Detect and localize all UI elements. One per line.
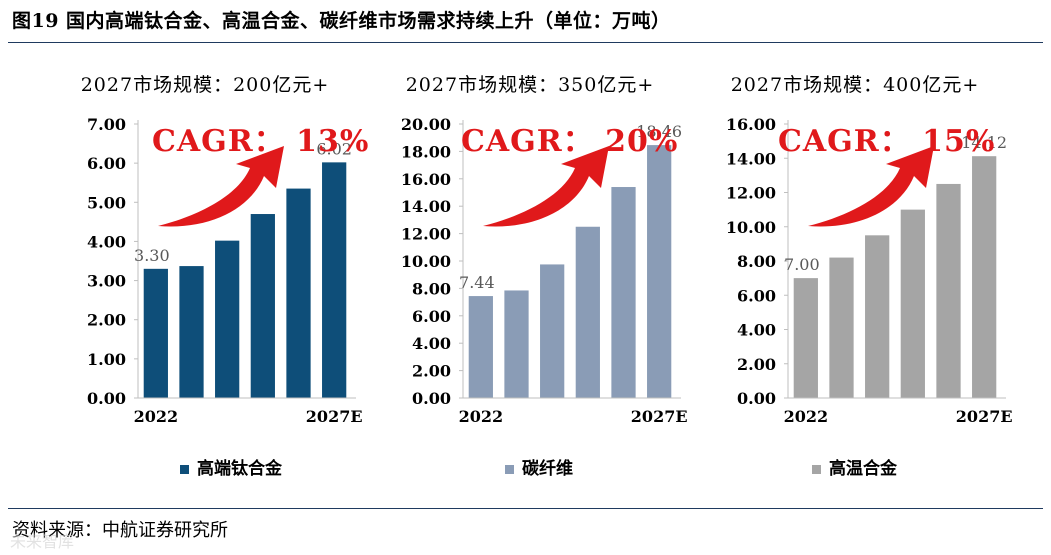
bar	[286, 188, 311, 398]
bar	[575, 226, 600, 398]
legend-label: 高端钛合金	[197, 459, 282, 479]
growth-arrow-icon	[808, 146, 934, 227]
y-tick-label: 14.00	[401, 197, 451, 216]
y-tick-label: 16.00	[401, 170, 451, 189]
y-tick-label: 18.00	[401, 142, 451, 161]
bar	[504, 290, 529, 398]
bar	[468, 296, 493, 398]
data-label: 3.30	[134, 246, 170, 265]
x-tick-label: 2027E	[306, 407, 363, 426]
y-tick-label: 2.00	[737, 355, 776, 374]
y-tick-label: 0.00	[412, 389, 451, 408]
y-tick-label: 3.00	[87, 272, 126, 291]
bar	[829, 257, 854, 398]
x-tick-label: 2022	[459, 407, 504, 426]
growth-arrow-icon	[158, 146, 284, 227]
y-tick-label: 6.00	[737, 286, 776, 305]
legend-label: 高温合金	[829, 459, 897, 479]
source-note: 资料来源：中航证券研究所	[12, 520, 228, 541]
y-tick-label: 12.00	[726, 184, 776, 203]
y-tick-label: 6.00	[412, 307, 451, 326]
bar-plot: 0.00 1.00 2.00 3.00 4.00 5.00 6.00 7.00 3.30 2022…	[87, 115, 363, 426]
chart-subtitle: 2027市场规模：200亿元+	[80, 74, 330, 96]
y-tick-label: 2.00	[87, 311, 126, 330]
bar	[793, 278, 818, 398]
cagr-label: CAGR： 13%	[152, 124, 370, 159]
y-tick-label: 10.00	[401, 252, 451, 271]
bar	[936, 183, 961, 398]
x-tick-label: 2027E	[631, 407, 688, 426]
data-label: 7.44	[459, 273, 495, 292]
bar	[250, 214, 275, 398]
legend-swatch	[505, 464, 514, 474]
y-tick-label: 8.00	[412, 279, 451, 298]
chart-subtitle: 2027市场规模：350亿元+	[405, 74, 655, 96]
y-tick-label: 5.00	[87, 193, 126, 212]
y-tick-label: 0.00	[737, 389, 776, 408]
x-tick-label: 2022	[784, 407, 829, 426]
bar	[143, 268, 168, 398]
legend: 高端钛合金	[180, 454, 282, 479]
y-tick-label: 4.00	[412, 334, 451, 353]
legend: 高温合金	[812, 454, 897, 479]
y-tick-label: 4.00	[737, 321, 776, 340]
bar	[322, 162, 347, 398]
legend: 碳纤维	[505, 454, 573, 479]
growth-arrow-icon	[483, 146, 609, 227]
legend-swatch	[812, 464, 821, 474]
bar	[540, 264, 565, 398]
x-tick-label: 2027E	[956, 407, 1013, 426]
y-tick-label: 14.00	[726, 149, 776, 168]
y-tick-label: 7.00	[87, 115, 126, 134]
bar-plot: 0.00 2.00 4.00 6.00 8.00 10.00 12.00 14.00 16.00…	[401, 115, 688, 426]
y-tick-label: 1.00	[87, 350, 126, 369]
figure-title: 图19 国内高端钛合金、高温合金、碳纤维市场需求持续上升（单位：万吨）	[12, 10, 671, 32]
cagr-label: CAGR： 20%	[461, 124, 679, 159]
chart-carbon-fiber: 2027市场规模：350亿元+ 0.00 2.00 4.00 6.00 8.00 10.0…	[365, 48, 695, 498]
top-rule	[8, 42, 1043, 43]
bar	[972, 156, 997, 398]
bar	[900, 209, 925, 398]
y-tick-label: 20.00	[401, 115, 451, 134]
legend-label: 碳纤维	[522, 459, 573, 479]
chart-titanium: 2027市场规模：200亿元+ 0.00 1.00 2.00 3.00 4.00 5.00…	[40, 48, 370, 498]
chart-subtitle: 2027市场规模：400亿元+	[730, 74, 980, 96]
bar	[647, 145, 672, 398]
y-tick-label: 0.00	[87, 389, 126, 408]
y-tick-label: 10.00	[726, 218, 776, 237]
bar	[215, 240, 240, 398]
bottom-rule	[8, 508, 1043, 509]
cagr-label: CAGR： 15%	[778, 124, 996, 159]
y-tick-label: 2.00	[412, 362, 451, 381]
data-label: 18.46	[636, 122, 682, 141]
data-label: 6.02	[316, 139, 352, 158]
bar-plot: 0.00 2.00 4.00 6.00 8.00 10.00 12.00 14.00 16.00…	[726, 115, 1013, 426]
bar	[865, 235, 890, 398]
watermark-logo: 未来智库	[10, 532, 75, 551]
data-label: 7.00	[784, 255, 820, 274]
x-tick-label: 2022	[134, 407, 179, 426]
data-label: 14.12	[961, 133, 1007, 152]
y-tick-label: 16.00	[726, 115, 776, 134]
y-tick-label: 6.00	[87, 154, 126, 173]
bar	[179, 266, 204, 398]
y-tick-label: 12.00	[401, 225, 451, 244]
bar	[611, 187, 636, 398]
y-tick-label: 4.00	[87, 232, 126, 251]
y-tick-label: 8.00	[737, 252, 776, 271]
chart-superalloy: 2027市场规模：400亿元+ 0.00 2.00 4.00 6.00 8.00 10.0…	[690, 48, 1020, 498]
legend-swatch	[180, 464, 189, 474]
